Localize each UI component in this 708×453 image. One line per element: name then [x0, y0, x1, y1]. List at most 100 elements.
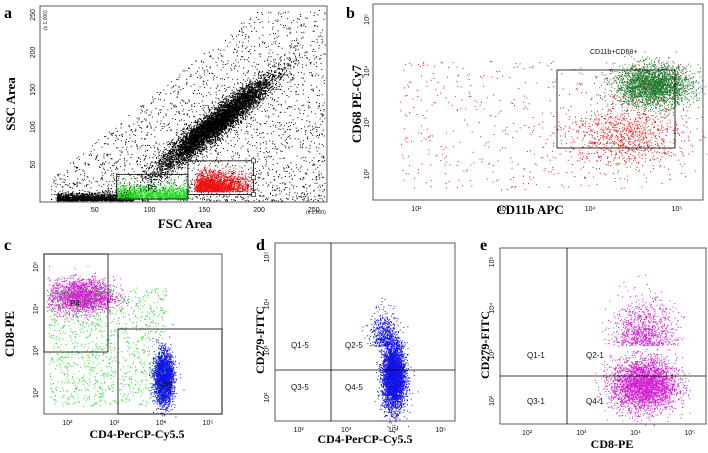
- event-dot: [167, 149, 169, 151]
- event-dot: [255, 102, 257, 104]
- event-dot: [268, 84, 270, 86]
- event-dot: [293, 74, 295, 76]
- event-dot: [200, 121, 202, 123]
- event-dot: [159, 174, 161, 176]
- event-dot: [219, 139, 221, 141]
- event-dot: [273, 91, 275, 93]
- event-dot: [226, 133, 228, 135]
- event-dot: [255, 104, 257, 105]
- event-dot: [158, 160, 160, 162]
- event-dot: [250, 118, 252, 120]
- event-dot: [175, 159, 177, 161]
- event-dot: [162, 158, 164, 160]
- event-dot: [231, 121, 233, 123]
- event-dot: [253, 100, 255, 102]
- event-dot: [262, 84, 264, 86]
- event-dot: [226, 107, 228, 109]
- event-dot: [282, 70, 283, 72]
- event-dot: [265, 90, 267, 92]
- event-dot: [192, 128, 194, 130]
- event-dot: [232, 96, 234, 98]
- event-dot: [185, 130, 187, 132]
- event-dot: [159, 168, 161, 170]
- event-dot: [267, 77, 269, 78]
- event-dot: [188, 125, 190, 127]
- event-dot: [194, 162, 195, 164]
- event-dot: [173, 157, 175, 159]
- event-dot: [190, 154, 192, 156]
- event-dot: [192, 134, 194, 136]
- event-dot: [223, 107, 225, 109]
- event-dot: [234, 112, 236, 114]
- event-dot: [153, 186, 155, 188]
- event-dot: [231, 104, 233, 106]
- event-dot: [252, 106, 254, 108]
- event-dot: [253, 85, 255, 87]
- event-dot: [302, 66, 303, 68]
- event-dot: [159, 177, 161, 178]
- event-dot: [196, 151, 198, 153]
- event-dot: [241, 100, 243, 102]
- event-dot: [163, 167, 165, 169]
- event-dot: [184, 163, 186, 165]
- event-dot: [181, 139, 183, 141]
- event-dot: [190, 137, 192, 139]
- event-dot: [146, 171, 147, 173]
- event-dot: [222, 125, 224, 127]
- event-dot: [173, 146, 175, 148]
- event-dot: [183, 151, 185, 152]
- event-dot: [263, 81, 265, 83]
- event-dot: [269, 90, 271, 92]
- event-dot: [170, 161, 172, 163]
- event-dot: [225, 122, 227, 124]
- event-dot: [268, 92, 270, 93]
- event-dot: [245, 86, 247, 88]
- event-dot: [252, 104, 254, 106]
- event-dot: [255, 82, 257, 84]
- event-dot: [174, 156, 176, 158]
- event-dot: [248, 90, 250, 92]
- event-dot: [170, 153, 172, 155]
- event-dot: [149, 175, 151, 177]
- event-dot: [165, 149, 166, 151]
- event-dot: [271, 73, 273, 75]
- event-dot: [157, 171, 159, 173]
- event-dot: [148, 175, 150, 177]
- event-dot: [215, 137, 216, 139]
- event-dot: [239, 97, 241, 98]
- event-dot: [279, 67, 280, 69]
- event-dot: [222, 95, 224, 97]
- event-dot: [262, 79, 264, 81]
- event-dot: [227, 126, 229, 128]
- event-dot: [182, 162, 183, 164]
- event-dot: [158, 161, 160, 163]
- event-dot: [260, 98, 262, 100]
- event-dot: [179, 152, 181, 154]
- event-dot: [255, 83, 257, 85]
- event-dot: [240, 90, 242, 92]
- event-dot: [270, 92, 272, 93]
- event-dot: [271, 70, 273, 72]
- event-dot: [179, 141, 181, 143]
- event-dot: [218, 111, 220, 113]
- event-dot: [239, 113, 241, 115]
- event-dot: [244, 110, 246, 112]
- event-dot: [223, 98, 224, 100]
- event-dot: [186, 140, 188, 142]
- event-dot: [228, 124, 230, 126]
- event-dot: [210, 114, 212, 116]
- event-dot: [261, 81, 263, 83]
- event-dot: [192, 150, 194, 152]
- event-dot: [145, 178, 147, 180]
- event-dot: [265, 94, 267, 96]
- event-dot: [248, 92, 250, 94]
- event-dot: [169, 151, 171, 152]
- event-dot: [155, 165, 157, 167]
- event-dot: [276, 77, 278, 79]
- event-dot: [183, 130, 185, 132]
- event-dot: [212, 136, 214, 138]
- event-dot: [268, 72, 270, 74]
- event-dot: [165, 171, 166, 173]
- event-dot: [163, 172, 165, 174]
- event-dot: [163, 155, 164, 157]
